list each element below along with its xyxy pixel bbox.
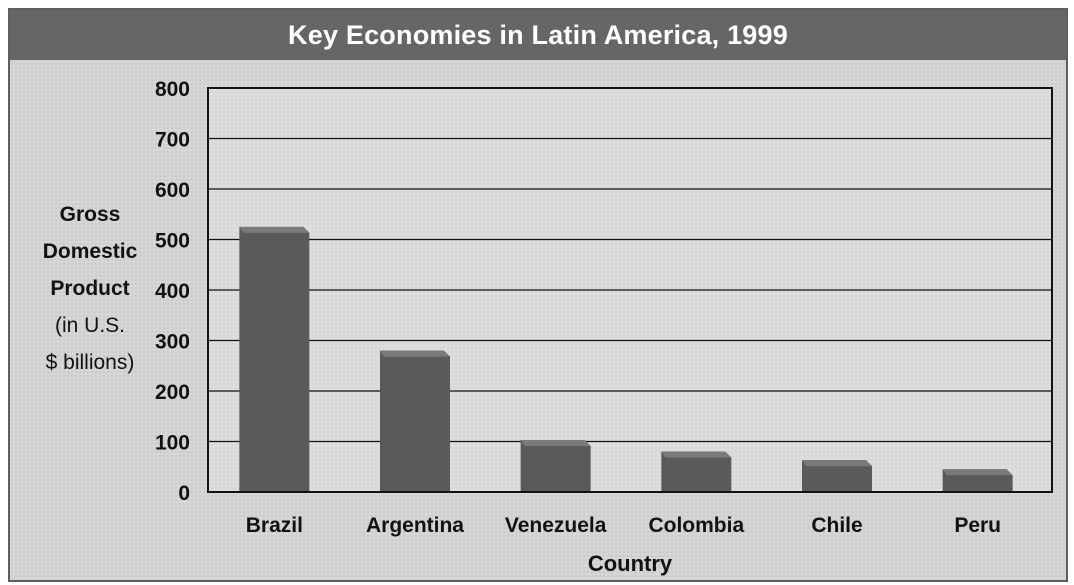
y-tick-label: 600 bbox=[155, 179, 190, 202]
y-tick-label: 800 bbox=[155, 78, 190, 101]
bar-chart: 0 100 200 300 400 500 600 700 800 Brazil Argentin… bbox=[155, 78, 1053, 576]
bar-colombia bbox=[661, 451, 732, 492]
x-axis-ticks: Brazil Argentina Venezuela Colombia Chile Per… bbox=[246, 514, 1001, 537]
chart-title: Key Economies in Latin America, 1999 bbox=[10, 10, 1066, 60]
y-tick-label: 500 bbox=[155, 230, 190, 253]
bar-venezuela bbox=[520, 439, 591, 492]
y-tick-label: 0 bbox=[178, 482, 190, 505]
x-tick-label: Brazil bbox=[246, 514, 303, 537]
bar-top-edge bbox=[380, 350, 450, 357]
y-axis-label-line-2: Domestic bbox=[42, 240, 138, 263]
y-tick-label: 700 bbox=[155, 129, 190, 152]
grid-lines bbox=[208, 137, 1052, 443]
x-tick-label: Chile bbox=[811, 514, 862, 537]
x-tick-label: Venezuela bbox=[505, 514, 607, 537]
chart-frame: Key Economies in Latin America, 1999 Gro… bbox=[8, 8, 1068, 582]
y-tick-label: 400 bbox=[155, 280, 190, 303]
y-tick-label: 300 bbox=[155, 331, 190, 354]
bar-brazil bbox=[239, 226, 310, 492]
y-axis-label-line-4: (in U.S. bbox=[54, 314, 125, 337]
y-axis-label-line-1: Gross bbox=[59, 203, 121, 226]
y-axis-label-line-3: Product bbox=[50, 277, 130, 300]
x-tick-label: Peru bbox=[954, 514, 1001, 537]
x-tick-label: Argentina bbox=[366, 514, 464, 537]
y-tick-label: 100 bbox=[155, 432, 190, 455]
bar-top-edge bbox=[661, 451, 732, 458]
y-axis-label: Gross Domestic Product (in U.S. $ billio… bbox=[30, 196, 150, 381]
y-axis-label-line-5: $ billions) bbox=[45, 351, 135, 374]
x-axis-label: Country bbox=[588, 551, 673, 576]
bar-chile bbox=[802, 460, 872, 492]
bar-top-edge bbox=[802, 460, 872, 467]
plot-border bbox=[207, 87, 1053, 493]
y-tick-label: 200 bbox=[155, 381, 190, 404]
bars bbox=[239, 226, 1013, 492]
x-tick-label: Colombia bbox=[648, 514, 744, 537]
y-axis-ticks: 0 100 200 300 400 500 600 700 800 bbox=[155, 78, 190, 505]
bar-top-edge bbox=[520, 439, 591, 446]
bar-top-edge bbox=[942, 469, 1013, 476]
bar-argentina bbox=[380, 350, 450, 492]
bar-top-edge bbox=[239, 226, 310, 233]
